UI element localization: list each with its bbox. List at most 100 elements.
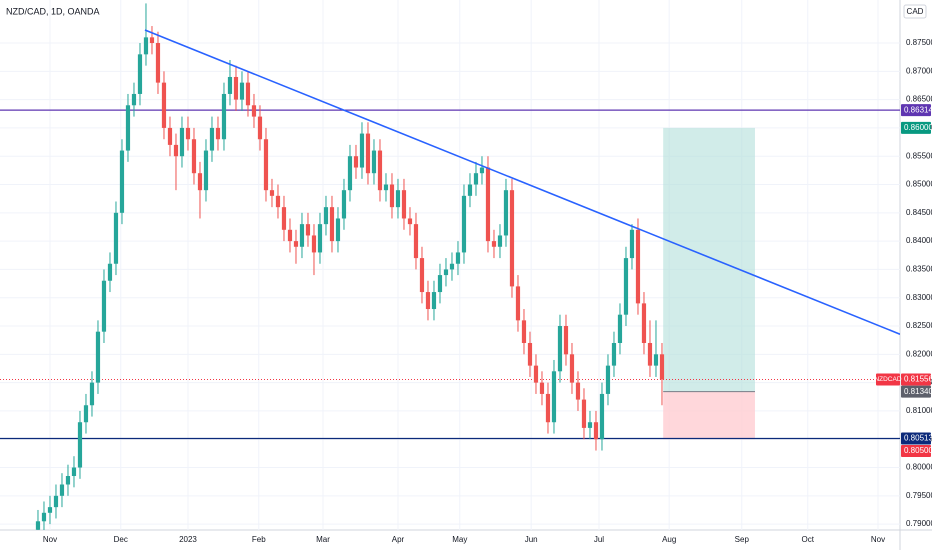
- price-tag-box: [901, 385, 931, 398]
- candle-body: [371, 150, 377, 174]
- candle-body: [473, 173, 479, 185]
- candle-body: [53, 495, 59, 508]
- price-tag: 0.80513: [901, 432, 932, 445]
- candle-body: [167, 127, 173, 145]
- candle-body: [143, 37, 149, 55]
- candle-body: [149, 37, 155, 44]
- plot-area: [0, 0, 900, 530]
- candle-body: [653, 354, 659, 366]
- x-tick-label: Aug: [662, 535, 676, 544]
- candle-body: [311, 235, 317, 253]
- candle-body: [233, 76, 239, 100]
- candle-body: [533, 365, 539, 383]
- candle-body: [251, 105, 257, 117]
- candle-body: [257, 116, 263, 140]
- candle-body: [287, 229, 293, 242]
- candle-body: [107, 263, 113, 281]
- candle-body: [323, 207, 329, 225]
- candle-body: [377, 150, 383, 191]
- candle-body: [101, 280, 107, 332]
- candle-body: [395, 190, 401, 208]
- candle-body: [545, 393, 551, 423]
- candle-body: [125, 105, 131, 151]
- candle-body: [227, 76, 233, 94]
- candle-body: [431, 292, 437, 310]
- candle-body: [401, 190, 407, 219]
- candle-body: [575, 382, 581, 400]
- candle-body: [647, 342, 653, 366]
- candle-body: [203, 150, 209, 191]
- candle-body: [245, 82, 251, 106]
- candle-body: [503, 190, 509, 236]
- candle-body: [365, 133, 371, 174]
- candle-body: [563, 326, 569, 355]
- candle-body: [611, 342, 617, 366]
- candle-body: [599, 393, 605, 440]
- candle-body: [605, 365, 611, 394]
- candle-body: [41, 512, 47, 522]
- x-tick-label: Oct: [802, 535, 815, 544]
- price-tag: 0.81340: [901, 385, 932, 398]
- candle-body: [305, 224, 311, 236]
- x-tick-label: Jun: [525, 535, 538, 544]
- currency-label[interactable]: CAD: [907, 7, 924, 16]
- candle-body: [389, 184, 395, 208]
- candle-body: [623, 258, 629, 315]
- candle-body: [527, 342, 533, 366]
- candle-body: [641, 303, 647, 343]
- candle-body: [119, 150, 125, 213]
- x-tick-label: Feb: [252, 535, 266, 544]
- x-tick-label: Nov: [43, 535, 57, 544]
- candle-body: [35, 521, 41, 530]
- candle-body: [353, 156, 359, 168]
- candle-body: [47, 507, 53, 513]
- candle-body: [407, 218, 413, 225]
- price-tag: 0.80500: [901, 444, 932, 457]
- candle-body: [515, 286, 521, 321]
- candle-body: [239, 82, 245, 100]
- candle-body: [521, 320, 527, 343]
- candle-body: [179, 127, 185, 157]
- candle-body: [485, 167, 491, 242]
- price-tag-box: [901, 104, 931, 117]
- candle-body: [551, 371, 557, 423]
- candle-body: [209, 127, 215, 151]
- candle-body: [629, 229, 635, 259]
- candle-body: [299, 224, 305, 247]
- candle-body: [173, 144, 179, 157]
- candle-body: [191, 139, 197, 174]
- price-tag-box: [901, 432, 931, 445]
- candle-body: [569, 354, 575, 383]
- candle-body: [509, 190, 515, 287]
- x-tick-label: Dec: [114, 535, 128, 544]
- candle-body: [491, 241, 497, 247]
- price-tag-label: 0.81556: [904, 375, 932, 384]
- candle-body: [281, 207, 287, 230]
- price-tag-box: [901, 444, 931, 457]
- loss-zone: [663, 391, 755, 440]
- y-tick-label: 0.87500: [906, 38, 932, 47]
- x-tick-label: 2023: [179, 535, 197, 544]
- price-tag-box: [901, 121, 931, 134]
- candle-body: [263, 139, 269, 191]
- candle-body: [383, 184, 389, 191]
- symbol-tag-box: [876, 373, 900, 386]
- candle-body: [461, 195, 467, 253]
- price-tag-label: 0.86314: [904, 105, 932, 114]
- candle-body: [83, 405, 89, 423]
- currency-box[interactable]: [903, 4, 927, 19]
- candle-body: [59, 484, 65, 496]
- candle-body: [479, 167, 485, 174]
- candle-body: [539, 382, 545, 394]
- candle-body: [95, 331, 101, 383]
